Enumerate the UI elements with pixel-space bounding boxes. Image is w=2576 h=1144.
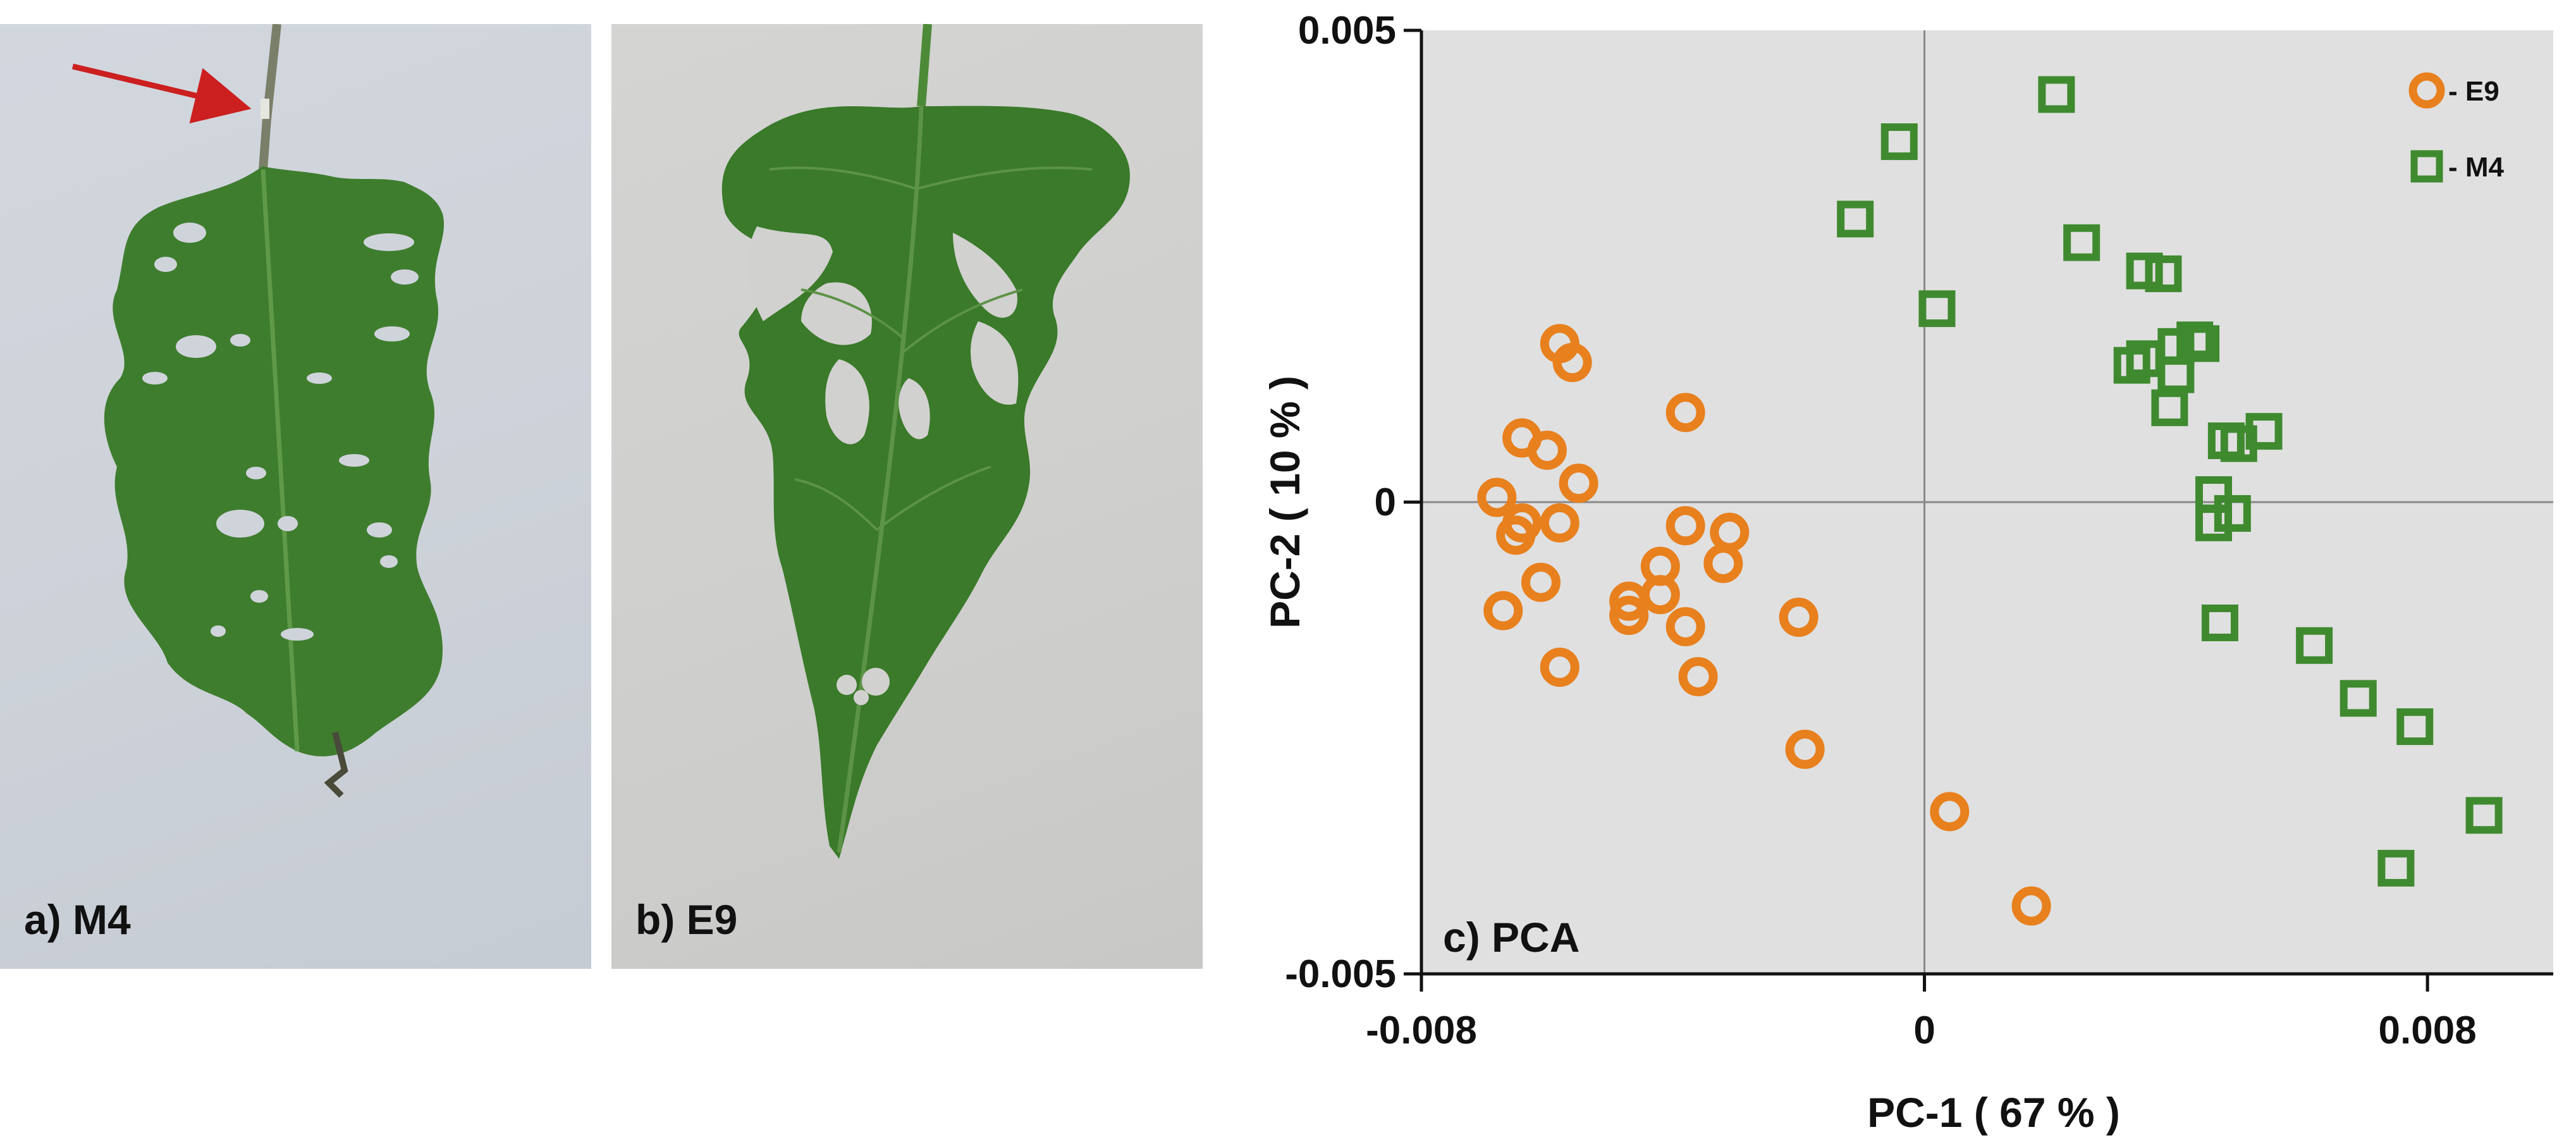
data-point-m4 bbox=[1837, 200, 1874, 238]
data-point-e9 bbox=[1483, 591, 1523, 630]
photo-panel-m4: a) M4 bbox=[0, 24, 591, 969]
data-point-e9 bbox=[1552, 343, 1592, 383]
red-arrow bbox=[71, 63, 252, 124]
data-point-e9 bbox=[1527, 430, 1567, 470]
legend-m4-marker bbox=[2410, 150, 2443, 183]
legend-e9-label: - E9 bbox=[2448, 76, 2499, 107]
data-point-m4 bbox=[1918, 290, 1956, 328]
data-point-e9 bbox=[1496, 515, 1536, 555]
data-point-e9 bbox=[1779, 598, 1819, 637]
data-point-e9 bbox=[1678, 657, 1718, 697]
x-axis-title: PC-1 ( 67 % ) bbox=[1867, 1089, 2120, 1136]
photo-panel-e9: b) E9 bbox=[611, 24, 1203, 969]
data-point-e9 bbox=[1665, 506, 1705, 546]
legend-e9-marker bbox=[2408, 72, 2445, 109]
leaf-m4-image bbox=[71, 24, 445, 798]
data-point-e9 bbox=[1665, 393, 1705, 433]
data-point-e9 bbox=[1559, 464, 1598, 503]
data-point-m4 bbox=[2145, 255, 2182, 292]
data-point-e9 bbox=[1609, 596, 1649, 636]
data-point-e9 bbox=[1640, 575, 1680, 615]
data-points bbox=[1477, 76, 2503, 926]
data-point-e9 bbox=[1521, 562, 1561, 602]
legend: - E9 - M4 bbox=[2408, 72, 2505, 183]
data-point-m4 bbox=[2183, 325, 2220, 362]
data-point-m4 bbox=[2396, 708, 2434, 746]
y-tick-label: 0.005 bbox=[1298, 9, 1396, 52]
leaf-m4 bbox=[104, 166, 445, 757]
data-point-e9 bbox=[1540, 648, 1579, 687]
panel-label-pca: c) PCA bbox=[1443, 914, 1579, 961]
y-tick-label: 0 bbox=[1375, 481, 1396, 524]
data-point-e9 bbox=[1477, 477, 1517, 517]
data-point-m4 bbox=[2126, 252, 2163, 290]
legend-m4-label: - M4 bbox=[2448, 152, 2505, 183]
data-point-e9 bbox=[1540, 503, 1579, 543]
x-tick-label: 0.008 bbox=[2379, 1009, 2477, 1052]
panel-label-m4: a) M4 bbox=[24, 896, 131, 943]
x-tick-label: 0 bbox=[1913, 1009, 1935, 1052]
data-point-m4 bbox=[2063, 224, 2101, 261]
y-tick-label: -0.005 bbox=[1285, 952, 1396, 996]
data-point-e9 bbox=[1930, 792, 1970, 832]
data-point-m4 bbox=[2157, 356, 2195, 393]
leaf-e9-image bbox=[721, 24, 1130, 859]
data-point-m4 bbox=[2340, 680, 2377, 717]
data-point-m4 bbox=[2038, 76, 2075, 113]
data-point-m4 bbox=[1880, 123, 1918, 161]
data-point-e9 bbox=[1665, 606, 1705, 646]
data-point-m4 bbox=[2201, 604, 2238, 641]
data-point-m4 bbox=[2377, 849, 2415, 887]
x-tick-label: -0.008 bbox=[1366, 1009, 1477, 1052]
data-point-m4 bbox=[2151, 389, 2188, 426]
data-point-m4 bbox=[2214, 495, 2251, 532]
data-point-m4 bbox=[2465, 797, 2503, 834]
data-point-e9 bbox=[2011, 886, 2051, 926]
y-axis-title: PC-2 ( 10 % ) bbox=[1261, 376, 1308, 629]
data-point-m4 bbox=[2296, 627, 2333, 664]
data-point-m4 bbox=[2195, 504, 2232, 541]
panel-label-e9: b) E9 bbox=[635, 896, 738, 943]
data-point-e9 bbox=[1785, 729, 1825, 769]
data-point-e9 bbox=[1703, 543, 1743, 583]
tick-marks bbox=[1404, 28, 2429, 992]
data-point-m4 bbox=[2245, 413, 2283, 450]
